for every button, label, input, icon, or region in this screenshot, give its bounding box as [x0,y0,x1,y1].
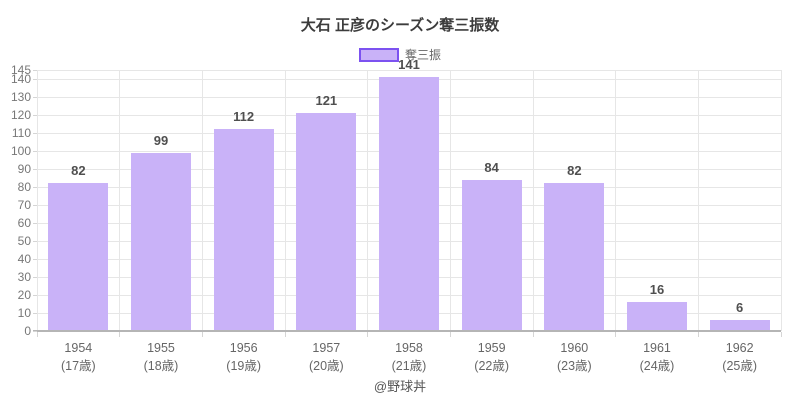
y-tick-mark [33,258,37,260]
bar-value-label: 121 [315,93,338,109]
x-gridline [615,70,617,331]
x-gridline [284,70,286,331]
y-tick-label: 140 [10,72,31,86]
y-tick-label: 90 [17,162,31,176]
x-tick-mark [36,332,38,337]
bar-1958 [379,77,439,331]
chart-footer-credit: @野球丼 [373,379,427,394]
plot-area [36,69,782,332]
x-category-year: 1959 [477,341,506,355]
bar-value-label: 82 [71,163,86,179]
bar-value-label: 141 [398,57,420,73]
x-gridline [449,70,451,331]
x-gridline [201,70,203,331]
x-category-year: 1958 [395,341,423,355]
x-category-age: (19歳) [226,359,262,373]
y-tick-mark [33,69,37,71]
bar-value-label: 6 [736,300,744,316]
y-tick-label: 0 [24,324,31,338]
y-tick-mark [33,276,37,278]
x-tick-mark [284,332,286,337]
legend-label: 奪三振 [404,48,441,62]
bar-1962 [709,320,770,331]
x-gridline [532,70,534,331]
x-tick-mark [449,332,451,337]
y-tick-label: 40 [17,252,31,266]
y-tick-label: 100 [10,144,31,158]
x-category-age: (20歳) [308,359,344,373]
x-category-age: (25歳) [722,359,758,373]
x-category-year: 1961 [643,341,671,355]
y-tick-label: 20 [17,288,31,302]
y-tick-label: 80 [17,180,31,194]
x-gridline [119,70,121,331]
bar-value-label: 16 [649,282,665,298]
y-gridline [37,69,781,71]
y-tick-mark [33,204,37,206]
y-tick-label: 10 [17,306,31,320]
x-tick-mark [119,332,121,337]
x-category-age: (22歳) [474,359,510,373]
y-tick-label: 130 [10,90,31,104]
bar-value-label: 99 [153,132,169,148]
x-category-year: 1956 [229,341,258,355]
x-category-age: (17歳) [60,359,96,373]
y-tick-label: 70 [17,198,31,212]
y-tick-mark [33,222,37,224]
y-tick-label: 120 [10,108,31,122]
bar-1955 [131,152,191,331]
x-tick-mark [780,332,782,337]
y-tick-mark [33,168,37,170]
x-category-year: 1960 [560,341,589,355]
x-category-age: (23歳) [556,359,592,373]
bar-1960 [544,183,605,331]
y-tick-mark [33,240,37,242]
y-tick-mark [33,312,37,314]
x-gridline [367,70,369,331]
x-gridline [697,70,699,331]
x-category-year: 1955 [147,341,175,355]
x-category-age: (18歳) [143,359,179,373]
bar-1954 [48,183,109,331]
x-category-year: 1954 [64,341,93,355]
x-tick-mark [615,332,617,337]
y-tick-label: 60 [17,216,31,230]
x-tick-mark [201,332,203,337]
y-tick-mark [33,96,37,98]
x-tick-mark [532,332,534,337]
chart-title: 大石 正彦のシーズン奪三振数 [300,17,500,34]
y-tick-label: 30 [17,270,31,284]
y-tick-mark [33,114,37,116]
chart-legend[interactable]: 奪三振 [0,47,800,63]
bar-value-label: 84 [484,159,499,175]
x-category-year: 1962 [725,341,754,355]
y-tick-mark [33,186,37,188]
y-tick-mark [33,330,37,332]
x-category-age: (24歳) [639,359,675,373]
bar-1957 [296,113,357,331]
x-category-age: (21歳) [391,359,427,373]
bar-1956 [213,129,274,331]
bar-1959 [461,179,522,331]
y-tick-label: 145 [10,63,31,77]
x-category-year: 1957 [312,341,341,355]
y-tick-mark [33,78,37,80]
x-axis-line [33,330,781,332]
bar-value-label: 82 [567,163,582,179]
x-tick-mark [697,332,699,337]
x-gridline [36,70,38,331]
y-tick-label: 50 [17,234,31,248]
y-tick-mark [33,294,37,296]
x-tick-mark [367,332,369,337]
x-gridline [780,70,782,331]
bar-value-label: 112 [233,109,255,125]
y-tick-mark [33,150,37,152]
y-tick-label: 110 [11,126,31,140]
y-tick-mark [33,132,37,134]
legend-swatch [358,48,399,62]
bar-1961 [627,302,687,331]
